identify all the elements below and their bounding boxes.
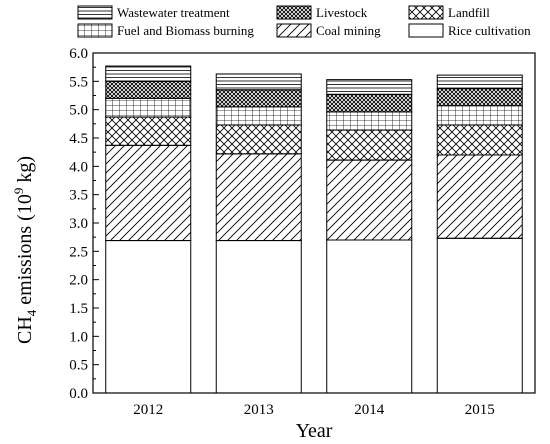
y-tick-label: 4.5 — [69, 131, 88, 147]
y-tick-label: 0.5 — [69, 358, 88, 374]
y-title-middle: emissions (10 — [14, 194, 36, 310]
bar-segment-fuel-and-biomass-burning — [105, 97, 192, 118]
legend-label-livestock: Livestock — [316, 5, 368, 20]
y-tick-labels: 0.0 0.5 1.0 1.5 2.0 2.5 3.0 3.5 4.0 4.5 5.0 5.5 6.0 — [69, 46, 88, 402]
y-tick-label: 3.5 — [69, 188, 88, 204]
y-tick-label: 5.5 — [69, 74, 88, 90]
x-tick-label: 2015 — [465, 402, 495, 418]
bar-segment-landfill — [436, 124, 523, 156]
y-title-superscript: 9 — [11, 188, 26, 195]
bar-segment-wastewater-treatment — [105, 65, 192, 82]
legend-label-rice-cultivation: Rice cultivation — [448, 23, 531, 38]
legend-label-wastewater-treatment: Wastewater treatment — [117, 5, 230, 20]
y-axis-title: CH4 emissions (109 kg) — [11, 156, 39, 344]
bar-segment-landfill — [215, 124, 302, 155]
bar-segment-livestock — [105, 80, 192, 99]
y-tick-label: 2.5 — [69, 244, 88, 260]
y-tick-label: 5.0 — [69, 103, 88, 119]
bar-segment-coal-mining — [436, 154, 523, 239]
y-title-prefix: CH — [14, 316, 36, 344]
legend-swatch-coal-mining — [276, 23, 312, 38]
y-tick-label: 2.0 — [69, 273, 88, 289]
legend-label-coal-mining: Coal mining — [316, 23, 381, 38]
legend-swatch-fuel-and-biomass-burning — [77, 23, 113, 38]
legend-swatch-wastewater-treatment — [77, 5, 113, 20]
x-tick-label: 2012 — [133, 402, 163, 418]
bar-segment-fuel-and-biomass-burning — [326, 111, 413, 131]
y-tick-label: 1.0 — [69, 329, 88, 345]
bar-segment-landfill — [326, 129, 413, 161]
bar-segment-coal-mining — [105, 144, 192, 242]
bar-segment-fuel-and-biomass-burning — [215, 106, 302, 126]
legend-swatch-rice-cultivation — [408, 23, 444, 38]
x-tick-label: 2013 — [244, 402, 274, 418]
plot-frame — [92, 52, 536, 394]
y-tick-label: 1.5 — [69, 301, 88, 317]
x-tick-label: 2014 — [354, 402, 385, 418]
legend-swatch-landfill — [408, 5, 444, 20]
y-tick-label: 4.0 — [69, 159, 88, 175]
bar-segment-livestock — [326, 93, 413, 113]
y-title-suffix: kg) — [14, 156, 36, 188]
bar-segment-rice-cultivation — [105, 240, 192, 394]
legend-label-fuel-and-biomass-burning: Fuel and Biomass burning — [117, 23, 254, 38]
bar-segment-landfill — [105, 116, 192, 146]
y-tick-label: 6.0 — [69, 46, 88, 62]
bar-segment-rice-cultivation — [436, 237, 523, 394]
bar-segment-wastewater-treatment — [326, 79, 413, 95]
y-tick-label: 0.0 — [69, 386, 88, 402]
bar-segment-rice-cultivation — [215, 240, 302, 394]
bar-segment-wastewater-treatment — [436, 74, 523, 90]
bar-segment-fuel-and-biomass-burning — [436, 105, 523, 126]
bar-segment-livestock — [215, 89, 302, 108]
bar-segment-wastewater-treatment — [215, 73, 302, 91]
y-title-subscript: 4 — [24, 309, 39, 316]
y-tick-label: 3.0 — [69, 216, 88, 232]
bar-segment-coal-mining — [215, 153, 302, 242]
bar-segment-coal-mining — [326, 159, 413, 241]
legend-label-landfill: Landfill — [448, 5, 490, 20]
bars — [105, 65, 523, 394]
x-axis-title: Year — [296, 420, 333, 442]
legend-swatch-livestock — [276, 5, 312, 20]
x-tick-labels: 2012 2013 2014 2015 — [133, 402, 495, 418]
bar-segment-livestock — [436, 88, 523, 107]
bar-segment-rice-cultivation — [326, 239, 413, 394]
legend: Wastewater treatment Livestock Landfill Fue… — [77, 5, 531, 38]
